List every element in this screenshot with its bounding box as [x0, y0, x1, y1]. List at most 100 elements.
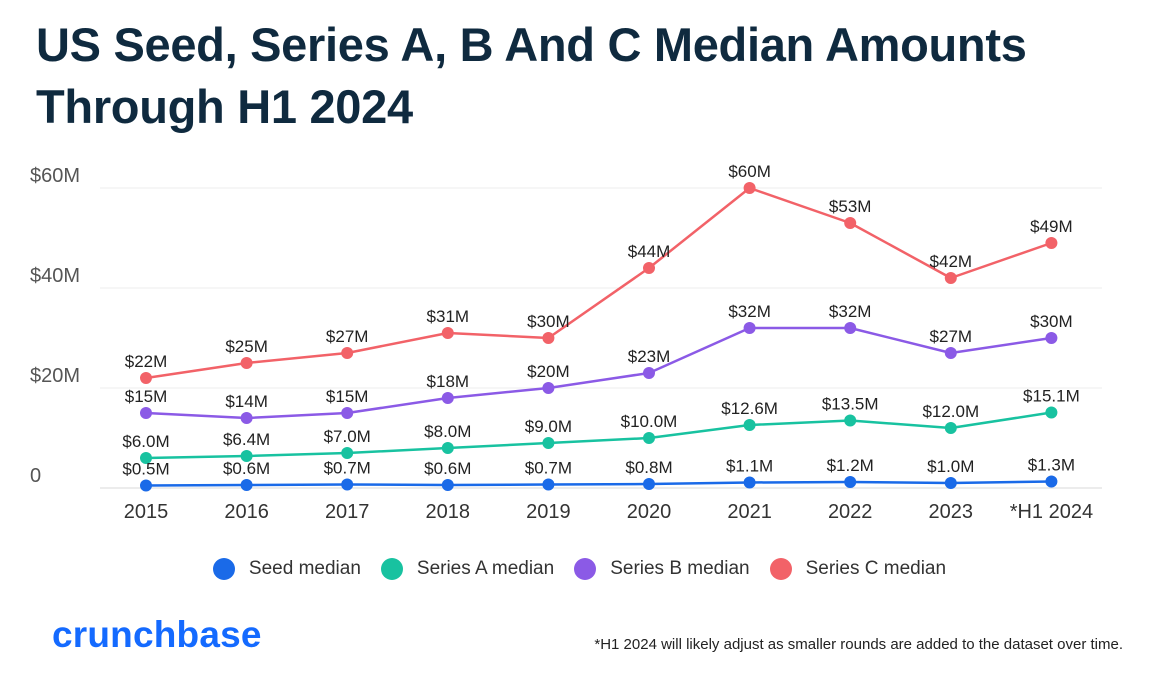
- x-tick-label: 2018: [426, 501, 471, 523]
- data-point: [441, 442, 454, 454]
- data-point: [240, 412, 253, 424]
- series-lines: [145, 186, 1052, 487]
- data-point: [140, 479, 152, 492]
- data-label: $22M: [125, 352, 168, 371]
- line-chart: 0$20M$40M$60M 2015 2016 2017 2018 2019 2020 20…: [30, 162, 1102, 523]
- series-line-series-a-median: [145, 411, 1052, 460]
- x-tick-label: 2017: [325, 501, 370, 523]
- x-tick-label: 2016: [224, 501, 269, 523]
- data-label: $60M: [728, 162, 771, 181]
- data-labels: $0.5M $0.6M $0.7M $0.6M $0.7M $0.8M $1.1M $1.2M…: [122, 162, 1079, 479]
- data-point: [643, 367, 655, 379]
- data-point: [341, 478, 354, 491]
- grid-lines: [100, 187, 1102, 489]
- data-point: [140, 372, 152, 384]
- y-tick-label: $60M: [30, 165, 80, 187]
- data-label: $6.4M: [223, 430, 270, 449]
- x-tick-label: *H1 2024: [1010, 501, 1093, 523]
- data-point: [844, 476, 857, 488]
- data-label: $13.5M: [822, 395, 879, 414]
- data-point: [240, 479, 253, 491]
- series-line-seed-median: [145, 480, 1052, 487]
- legend-swatch: [574, 558, 597, 580]
- data-label: $27M: [326, 327, 369, 346]
- data-label: $31M: [427, 307, 470, 326]
- data-label: $0.7M: [525, 459, 572, 478]
- legend-item: Series A median: [380, 558, 554, 580]
- data-label: $6.0M: [122, 432, 169, 451]
- data-label: $42M: [930, 252, 973, 271]
- data-label: $0.7M: [324, 459, 371, 478]
- data-point: [944, 272, 957, 284]
- data-label: $30M: [527, 312, 570, 331]
- data-point: [1045, 332, 1058, 344]
- data-label: $27M: [930, 327, 973, 346]
- data-point: [743, 419, 756, 431]
- legend-item: Series B median: [574, 558, 750, 580]
- data-label: $18M: [427, 372, 470, 391]
- legend-swatch: [380, 558, 403, 580]
- data-point: [643, 262, 655, 274]
- data-point: [341, 447, 354, 459]
- data-label: $0.6M: [424, 459, 471, 478]
- data-point: [542, 382, 555, 394]
- data-label: $30M: [1030, 312, 1073, 331]
- legend-label: Seed median: [248, 558, 361, 579]
- data-point: [240, 357, 253, 369]
- data-label: $23M: [628, 347, 671, 366]
- data-point: [441, 392, 454, 404]
- data-point: [944, 347, 957, 359]
- data-point: [1045, 475, 1058, 488]
- data-point: [1045, 237, 1058, 249]
- data-label: $25M: [225, 337, 268, 356]
- legend-label: Series C median: [805, 558, 947, 579]
- footnote: *H1 2024 will likely adjust as smaller r…: [594, 636, 1123, 653]
- data-label: $15M: [326, 387, 369, 406]
- legend-item: Series C median: [769, 558, 947, 580]
- data-label: $1.1M: [726, 457, 773, 476]
- data-point: [341, 347, 354, 359]
- crunchbase-logo: crunchbase: [52, 614, 262, 655]
- data-label: $14M: [225, 392, 268, 411]
- data-label: $8.0M: [424, 422, 471, 441]
- data-label: $0.8M: [625, 458, 672, 477]
- data-point: [240, 450, 253, 462]
- series-line-series-c-median: [145, 186, 1052, 380]
- data-label: $10.0M: [621, 412, 678, 431]
- data-point: [743, 322, 756, 334]
- x-tick-label: 2023: [929, 501, 974, 523]
- y-tick-label: 0: [30, 465, 41, 487]
- data-label: $49M: [1030, 217, 1073, 236]
- x-tick-label: 2019: [526, 501, 571, 523]
- data-point: [944, 422, 957, 434]
- legend-swatch: [769, 558, 792, 580]
- data-point: [441, 479, 454, 491]
- data-label: $9.0M: [525, 417, 572, 436]
- data-point: [341, 407, 354, 419]
- data-point: [140, 407, 152, 419]
- y-tick-label: $20M: [30, 365, 80, 387]
- data-point: [542, 332, 555, 344]
- data-label: $15M: [125, 387, 168, 406]
- legend-item: Seed median: [212, 558, 361, 580]
- data-label: $32M: [728, 302, 771, 321]
- data-point: [743, 182, 756, 194]
- data-point: [844, 414, 857, 427]
- x-tick-label: 2022: [828, 501, 873, 523]
- data-label: $15.1M: [1023, 387, 1080, 406]
- x-tick-label: 2015: [124, 501, 169, 523]
- data-label: $0.6M: [223, 459, 270, 478]
- data-point: [643, 478, 655, 490]
- data-label: $1.3M: [1028, 456, 1075, 475]
- data-point: [944, 477, 957, 489]
- data-label: $12.0M: [922, 402, 979, 421]
- data-point: [1045, 406, 1058, 419]
- data-label: $44M: [628, 242, 671, 261]
- chart-title: US Seed, Series A, B And C Median Amount…: [36, 18, 1027, 133]
- data-point: [743, 476, 756, 489]
- series-line-series-b-median: [145, 326, 1052, 420]
- data-label: $1.0M: [927, 457, 974, 476]
- y-tick-label: $40M: [30, 265, 80, 287]
- data-point: [844, 217, 857, 229]
- data-label: $1.2M: [827, 456, 874, 475]
